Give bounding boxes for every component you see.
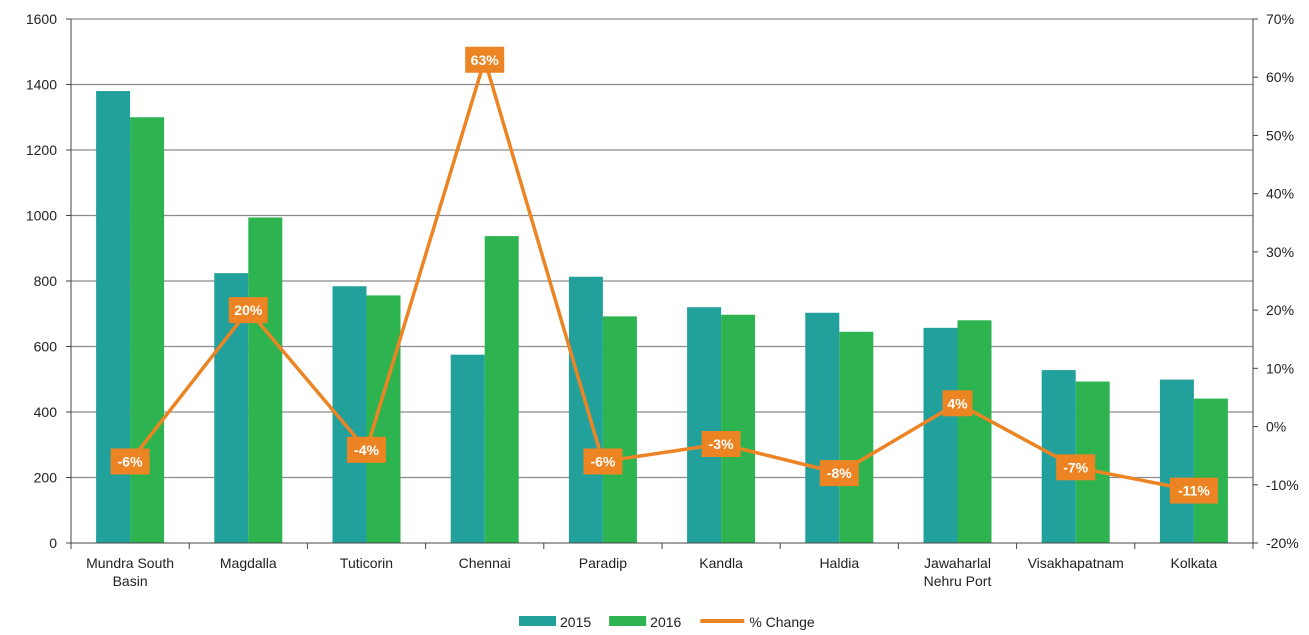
x-tick-label: Paradip: [579, 555, 627, 571]
bar-2016: [367, 295, 401, 543]
bar-2015: [805, 313, 839, 543]
bar-2016: [958, 320, 992, 543]
x-tick-label: Kandla: [699, 555, 743, 571]
y2-tick-label: 70%: [1266, 11, 1294, 27]
bar-2015: [96, 91, 130, 543]
bar-2015: [687, 307, 721, 543]
change-line-series: [130, 60, 1194, 491]
bar-2016: [130, 117, 164, 543]
data-label: -8%: [827, 465, 852, 481]
x-tick-label: Mundra South: [86, 555, 174, 571]
legend-label: 2016: [650, 614, 681, 630]
x-tick-label: Haldia: [819, 555, 859, 571]
data-label: -6%: [590, 453, 615, 469]
bar-2016: [485, 236, 519, 543]
x-tick-label: Kolkata: [1171, 555, 1218, 571]
bar-2015: [924, 328, 958, 543]
bar-2016: [603, 316, 637, 543]
y-tick-label: 1000: [26, 208, 57, 224]
y-tick-label: 400: [34, 404, 58, 420]
legend-swatch: [519, 616, 556, 626]
data-label: 20%: [234, 302, 263, 318]
y2-tick-label: 60%: [1266, 69, 1294, 85]
y2-tick-label: 40%: [1266, 186, 1294, 202]
data-label: -6%: [118, 453, 143, 469]
data-label: -4%: [354, 442, 379, 458]
y-tick-label: 1200: [26, 142, 57, 158]
x-tick-label: Jawaharlal: [924, 555, 991, 571]
x-tick-label: Chennai: [459, 555, 511, 571]
y2-tick-label: 50%: [1266, 127, 1294, 143]
bar-2016: [248, 217, 282, 543]
data-label: -7%: [1063, 459, 1088, 475]
data-label: 4%: [947, 395, 968, 411]
data-label: 63%: [471, 52, 500, 68]
y-tick-label: 0: [49, 535, 57, 551]
data-label: -11%: [1178, 483, 1210, 499]
bar-2016: [721, 315, 755, 543]
bar-2016: [1194, 399, 1228, 543]
y2-tick-label: -20%: [1266, 535, 1299, 551]
y2-tick-label: 20%: [1266, 302, 1294, 318]
y2-axis-ticks: -20% -10% 0% 10% 20% 30% 40% 50% 60% 70%: [1253, 11, 1299, 551]
bar-2015: [451, 355, 485, 543]
y-tick-label: 1400: [26, 77, 57, 93]
y-tick-label: 800: [34, 273, 58, 289]
legend-swatch: [609, 616, 646, 626]
change-line: [130, 60, 1194, 491]
x-tick-label: Magdalla: [220, 555, 277, 571]
bar-2016: [839, 332, 873, 543]
y-tick-label: 600: [34, 339, 58, 355]
x-tick-label: Visakhapatnam: [1028, 555, 1124, 571]
legend-label: 2015: [560, 614, 591, 630]
legend-label: % Change: [749, 614, 815, 630]
y2-tick-label: 0%: [1266, 419, 1286, 435]
x-axis-labels: Mundra South Basin Magdalla Tuticorin Chenna…: [86, 555, 1217, 589]
y-axis-ticks: 0 200 400 600 800 1000 1200 1400 1600: [26, 11, 71, 551]
legend: 2015 2016 % Change: [519, 614, 815, 630]
x-tick-label: Basin: [113, 573, 148, 589]
y2-tick-label: 10%: [1266, 360, 1294, 376]
x-tick-label: Tuticorin: [340, 555, 393, 571]
data-label: -3%: [709, 436, 734, 452]
y-tick-label: 1600: [26, 11, 57, 27]
y-tick-label: 200: [34, 470, 58, 486]
bar-2015: [1160, 380, 1194, 543]
y2-tick-label: -10%: [1266, 477, 1299, 493]
y2-tick-label: 30%: [1266, 244, 1294, 260]
x-tick-label: Nehru Port: [924, 573, 992, 589]
